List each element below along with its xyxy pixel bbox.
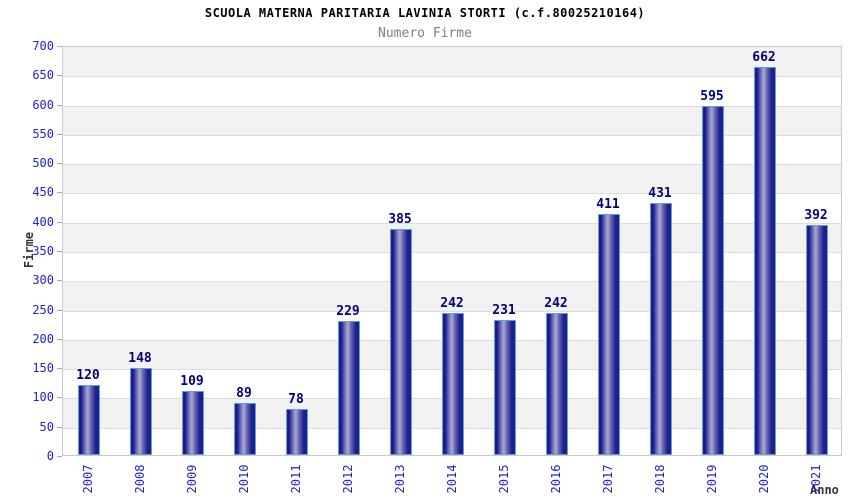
bar-value-label: 242: [440, 296, 464, 311]
grid-band: [63, 222, 841, 252]
bar-value-label: 431: [648, 186, 672, 201]
bar-2014: [442, 313, 464, 455]
bar-value-label: 89: [236, 386, 252, 401]
x-tick-label: 2020: [757, 464, 771, 494]
bar-2010: [234, 403, 256, 455]
y-tick-mark: [57, 134, 62, 135]
x-tick-label: 2007: [81, 464, 95, 494]
y-tick-label: 500: [32, 156, 54, 170]
bar-value-label: 231: [492, 303, 516, 318]
y-tick-label: 600: [32, 98, 54, 112]
gridline: [63, 135, 841, 136]
bar-value-label: 385: [388, 212, 412, 227]
bar-value-label: 595: [700, 89, 724, 104]
x-tick-label: 2021: [809, 464, 823, 494]
bar-2007: [78, 385, 100, 455]
y-tick-label: 700: [32, 39, 54, 53]
x-tick-label: 2011: [289, 464, 303, 494]
bar-value-label: 392: [804, 208, 828, 223]
grid-band: [63, 47, 841, 77]
y-tick-mark: [57, 163, 62, 164]
bar-2012: [338, 321, 360, 455]
bar-2011: [286, 409, 308, 455]
grid-band: [63, 164, 841, 194]
y-tick-label: 350: [32, 244, 54, 258]
bar-2016: [546, 313, 568, 455]
y-tick-label: 250: [32, 303, 54, 317]
bar-2009: [182, 391, 204, 455]
gridline: [63, 193, 841, 194]
y-tick-mark: [57, 105, 62, 106]
bar-2019: [702, 106, 724, 455]
bar-value-label: 229: [336, 304, 360, 319]
x-axis-title: Anno: [810, 483, 839, 497]
y-tick-mark: [57, 339, 62, 340]
y-tick-mark: [57, 280, 62, 281]
bar-value-label: 109: [180, 374, 204, 389]
bar-value-label: 78: [288, 392, 304, 407]
y-tick-label: 200: [32, 332, 54, 346]
y-tick-mark: [57, 222, 62, 223]
bar-2013: [390, 229, 412, 455]
plot-area: [62, 46, 842, 456]
x-tick-label: 2017: [601, 464, 615, 494]
y-tick-label: 400: [32, 215, 54, 229]
bar-2020: [754, 67, 776, 455]
gridline: [63, 252, 841, 253]
y-tick-label: 650: [32, 68, 54, 82]
y-tick-label: 450: [32, 185, 54, 199]
bar-2021: [806, 225, 828, 455]
y-tick-mark: [57, 397, 62, 398]
x-tick-label: 2013: [393, 464, 407, 494]
y-tick-mark: [57, 251, 62, 252]
bar-value-label: 148: [128, 351, 152, 366]
gridline: [63, 281, 841, 282]
x-tick-label: 2010: [237, 464, 251, 494]
y-tick-label: 150: [32, 361, 54, 375]
y-tick-mark: [57, 456, 62, 457]
x-tick-label: 2015: [497, 464, 511, 494]
x-tick-label: 2008: [133, 464, 147, 494]
bar-2018: [650, 203, 672, 455]
y-tick-label: 100: [32, 390, 54, 404]
gridline: [63, 223, 841, 224]
x-tick-label: 2018: [653, 464, 667, 494]
bar-2017: [598, 214, 620, 455]
bar-2015: [494, 320, 516, 455]
y-tick-mark: [57, 427, 62, 428]
chart-subtitle: Numero Firme: [378, 26, 472, 41]
y-tick-label: 50: [39, 420, 54, 434]
x-tick-label: 2019: [705, 464, 719, 494]
y-tick-mark: [57, 368, 62, 369]
bar-value-label: 242: [544, 296, 568, 311]
y-tick-label: 300: [32, 273, 54, 287]
y-tick-mark: [57, 310, 62, 311]
bar-value-label: 120: [76, 368, 100, 383]
bar-value-label: 662: [752, 50, 776, 65]
y-tick-mark: [57, 75, 62, 76]
y-tick-mark: [57, 192, 62, 193]
x-tick-label: 2012: [341, 464, 355, 494]
x-tick-label: 2009: [185, 464, 199, 494]
y-tick-label: 0: [46, 449, 54, 463]
x-tick-label: 2014: [445, 464, 459, 494]
gridline: [63, 106, 841, 107]
bar-2008: [130, 368, 152, 455]
bar-value-label: 411: [596, 197, 620, 212]
chart-title: SCUOLA MATERNA PARITARIA LAVINIA STORTI …: [204, 6, 646, 20]
gridline: [63, 164, 841, 165]
gridline: [63, 311, 841, 312]
x-tick-label: 2016: [549, 464, 563, 494]
y-tick-label: 550: [32, 127, 54, 141]
grid-band: [63, 105, 841, 135]
gridline: [63, 76, 841, 77]
y-tick-mark: [57, 46, 62, 47]
